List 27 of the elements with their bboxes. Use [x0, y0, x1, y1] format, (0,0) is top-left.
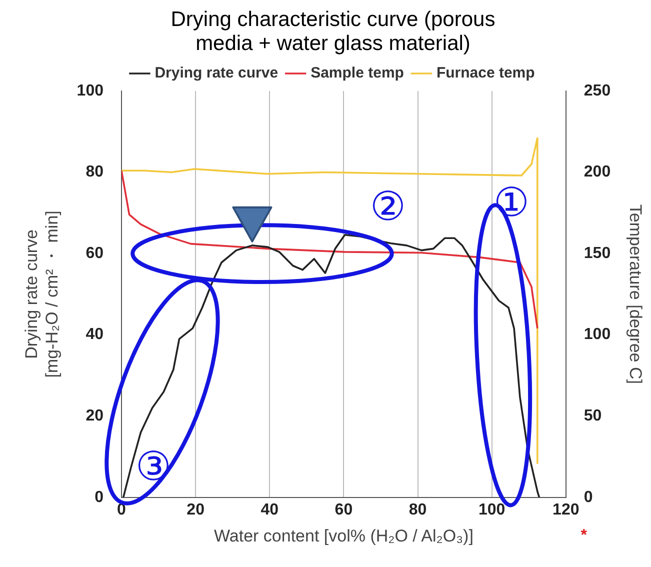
- text: *: [580, 526, 588, 544]
- y2-tick-label: 250: [584, 82, 611, 100]
- y-tick-label: 20: [86, 408, 104, 425]
- y-tick-label: 40: [86, 326, 104, 344]
- legend-label: Sample temp: [310, 64, 404, 82]
- chart-title: Drying characteristic curve (porous media + water glass material): [170, 8, 496, 56]
- annotation: ②: [370, 184, 406, 229]
- y2-tick-label: 0: [584, 488, 593, 506]
- y-tick-label: 100: [76, 82, 104, 100]
- x-axis-title: Water content [vol% (H₂O / Al₂O₃)]: [214, 526, 474, 546]
- x-tick-label: 20: [186, 501, 205, 518]
- x-tick-label: 100: [478, 501, 506, 518]
- x-tick-label: 80: [408, 501, 427, 518]
- legend-label: Drying rate curve: [154, 64, 278, 82]
- y-axis-title: Drying rate curve [mg-H₂O / cm² ・ min]: [22, 210, 62, 378]
- x-tick-label: 40: [260, 501, 279, 518]
- y-tick-label: 60: [86, 244, 104, 262]
- y2-tick-label: 200: [584, 164, 611, 181]
- x-tick-label: 60: [334, 501, 353, 518]
- y2-tick-label: 150: [584, 244, 611, 262]
- legend-label: Furnace temp: [436, 64, 535, 82]
- y2-axis-title: Temperature [degree C]: [626, 204, 646, 384]
- y2-tick-label: 50: [584, 408, 602, 425]
- x-tick-label: 120: [552, 501, 580, 518]
- y-tick-label: 80: [86, 164, 104, 181]
- y-tick-label: 0: [94, 488, 104, 506]
- y2-tick-label: 100: [584, 326, 611, 344]
